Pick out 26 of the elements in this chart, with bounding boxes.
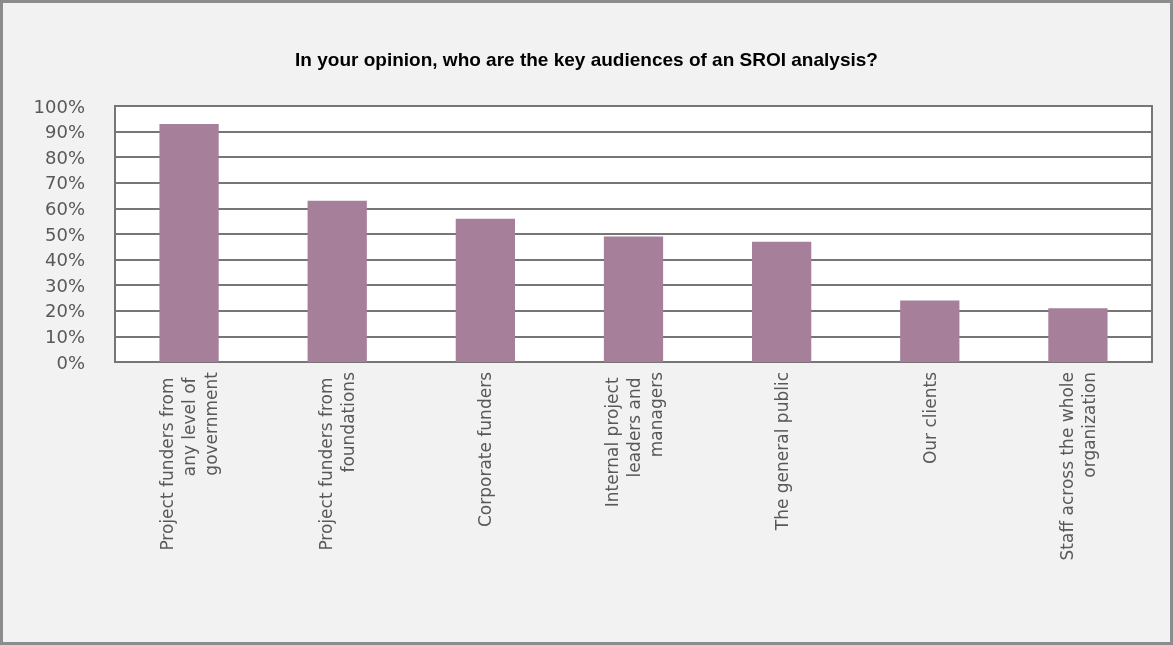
x-tick-label: Internal project leaders and managers: [601, 371, 666, 508]
y-tick-label: 0%: [56, 351, 85, 373]
x-tick-label: The general public: [771, 372, 792, 532]
x-tick-label: Project funders from any level of government: [157, 371, 222, 551]
y-tick-label: 80%: [44, 146, 85, 168]
chart-title: In your opinion, who are the key audiences of an SROI analysis?: [295, 49, 878, 70]
bar: [603, 236, 664, 362]
bar: [455, 218, 515, 362]
y-tick-label: 70%: [44, 172, 85, 194]
x-tick-label: Staff across the whole organization: [1056, 372, 1099, 561]
bar: [1048, 308, 1108, 362]
y-tick-label: 60%: [44, 197, 85, 219]
x-tick-label: Project funders from foundations: [316, 371, 359, 551]
bar: [159, 123, 219, 362]
y-tick-label: 30%: [44, 274, 85, 296]
y-tick-label: 40%: [44, 249, 85, 271]
y-tick-label: 90%: [44, 121, 85, 143]
y-tick-label: 100%: [33, 95, 85, 117]
y-tick-label: 20%: [44, 300, 85, 322]
x-tick-label: Corporate funders: [475, 371, 496, 528]
bar: [307, 200, 367, 362]
y-tick-label: 50%: [44, 223, 85, 245]
bar: [900, 300, 960, 362]
bar: [752, 241, 812, 362]
y-tick-label: 10%: [44, 325, 85, 347]
x-tick-label: Our clients: [919, 371, 940, 465]
